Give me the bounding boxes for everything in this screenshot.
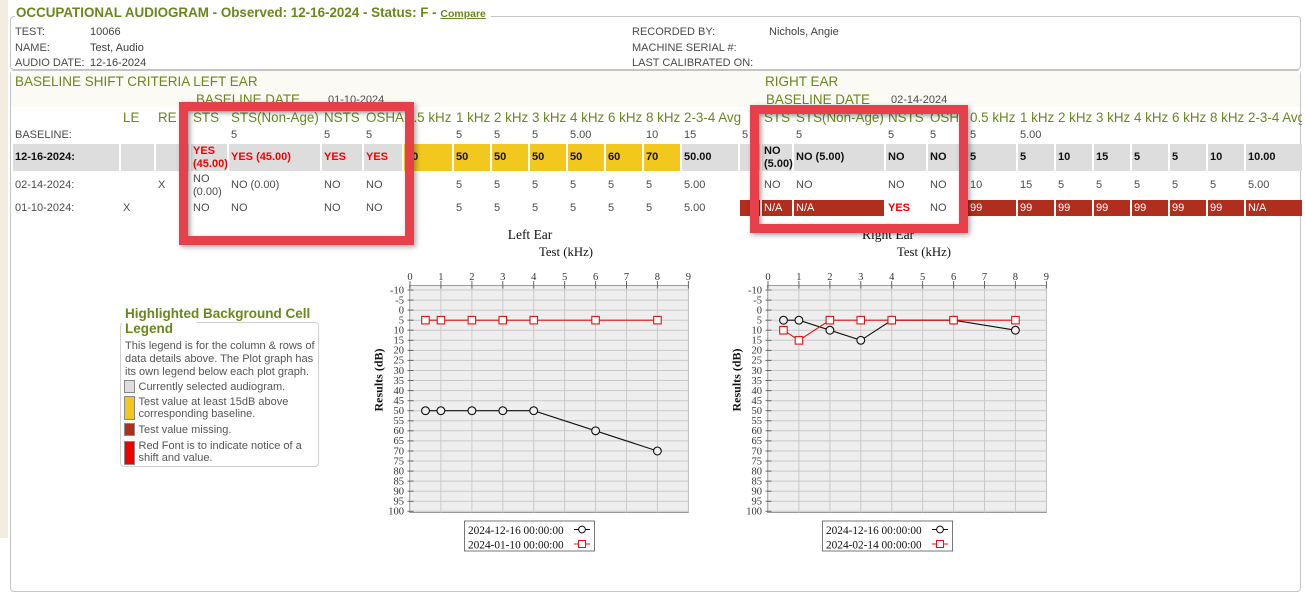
svg-text:20: 20 <box>752 346 763 357</box>
svg-text:4: 4 <box>531 272 537 283</box>
svg-text:2024-01-10 00:00:00: 2024-01-10 00:00:00 <box>468 540 564 552</box>
svg-text:60: 60 <box>394 426 405 437</box>
svg-text:6: 6 <box>593 272 598 283</box>
svg-text:40: 40 <box>394 386 405 397</box>
svg-text:6: 6 <box>951 272 956 283</box>
svg-text:25: 25 <box>752 356 763 367</box>
svg-text:Results (dB): Results (dB) <box>372 348 386 411</box>
svg-text:0: 0 <box>757 305 762 316</box>
svg-text:95: 95 <box>752 497 763 508</box>
svg-text:Test (kHz): Test (kHz) <box>539 245 593 259</box>
svg-text:55: 55 <box>394 416 405 427</box>
svg-text:0: 0 <box>765 272 770 283</box>
svg-text:15: 15 <box>752 336 763 347</box>
svg-text:2024-12-16 00:00:00: 2024-12-16 00:00:00 <box>826 525 922 537</box>
svg-text:10: 10 <box>394 326 405 337</box>
svg-text:2: 2 <box>469 272 474 283</box>
svg-text:0: 0 <box>407 272 412 283</box>
svg-text:-5: -5 <box>395 295 404 306</box>
svg-text:100: 100 <box>388 507 404 518</box>
svg-text:4: 4 <box>889 272 895 283</box>
svg-text:Left Ear: Left Ear <box>508 227 553 242</box>
svg-text:Results (dB): Results (dB) <box>730 348 744 411</box>
svg-text:55: 55 <box>752 416 763 427</box>
svg-text:90: 90 <box>752 487 763 498</box>
svg-text:10: 10 <box>752 326 763 337</box>
svg-text:65: 65 <box>394 436 405 447</box>
svg-text:Test (kHz): Test (kHz) <box>897 245 951 259</box>
svg-text:3: 3 <box>500 272 505 283</box>
svg-text:70: 70 <box>752 446 763 457</box>
svg-text:85: 85 <box>752 476 763 487</box>
svg-text:2024-12-16 00:00:00: 2024-12-16 00:00:00 <box>468 525 564 537</box>
svg-text:70: 70 <box>394 446 405 457</box>
svg-text:75: 75 <box>752 456 763 467</box>
svg-text:65: 65 <box>752 436 763 447</box>
svg-text:35: 35 <box>752 376 763 387</box>
svg-text:8: 8 <box>655 272 660 283</box>
svg-text:5: 5 <box>920 272 925 283</box>
svg-text:100: 100 <box>746 507 762 518</box>
svg-text:2: 2 <box>827 272 832 283</box>
svg-text:7: 7 <box>982 272 987 283</box>
svg-text:25: 25 <box>394 356 405 367</box>
svg-text:5: 5 <box>399 316 404 327</box>
svg-text:7: 7 <box>624 272 629 283</box>
svg-text:30: 30 <box>752 366 763 377</box>
svg-text:85: 85 <box>394 476 405 487</box>
svg-text:5: 5 <box>757 316 762 327</box>
svg-text:20: 20 <box>394 346 405 357</box>
svg-text:2024-02-14 00:00:00: 2024-02-14 00:00:00 <box>826 540 922 552</box>
svg-text:40: 40 <box>752 386 763 397</box>
svg-text:-5: -5 <box>753 295 762 306</box>
svg-text:5: 5 <box>562 272 567 283</box>
svg-text:-10: -10 <box>390 285 404 296</box>
svg-text:8: 8 <box>1013 272 1018 283</box>
svg-text:75: 75 <box>394 456 405 467</box>
svg-text:50: 50 <box>394 406 405 417</box>
svg-text:80: 80 <box>752 466 763 477</box>
svg-text:-10: -10 <box>748 285 762 296</box>
svg-text:1: 1 <box>796 272 801 283</box>
svg-text:0: 0 <box>399 305 404 316</box>
svg-text:80: 80 <box>394 466 405 477</box>
svg-text:9: 9 <box>686 272 691 283</box>
svg-text:90: 90 <box>394 487 405 498</box>
svg-text:95: 95 <box>394 497 405 508</box>
svg-text:45: 45 <box>394 396 405 407</box>
svg-text:15: 15 <box>394 336 405 347</box>
svg-text:60: 60 <box>752 426 763 437</box>
svg-text:30: 30 <box>394 366 405 377</box>
svg-text:9: 9 <box>1044 272 1049 283</box>
svg-text:3: 3 <box>858 272 863 283</box>
svg-text:35: 35 <box>394 376 405 387</box>
svg-text:45: 45 <box>752 396 763 407</box>
svg-text:50: 50 <box>752 406 763 417</box>
svg-text:1: 1 <box>438 272 443 283</box>
